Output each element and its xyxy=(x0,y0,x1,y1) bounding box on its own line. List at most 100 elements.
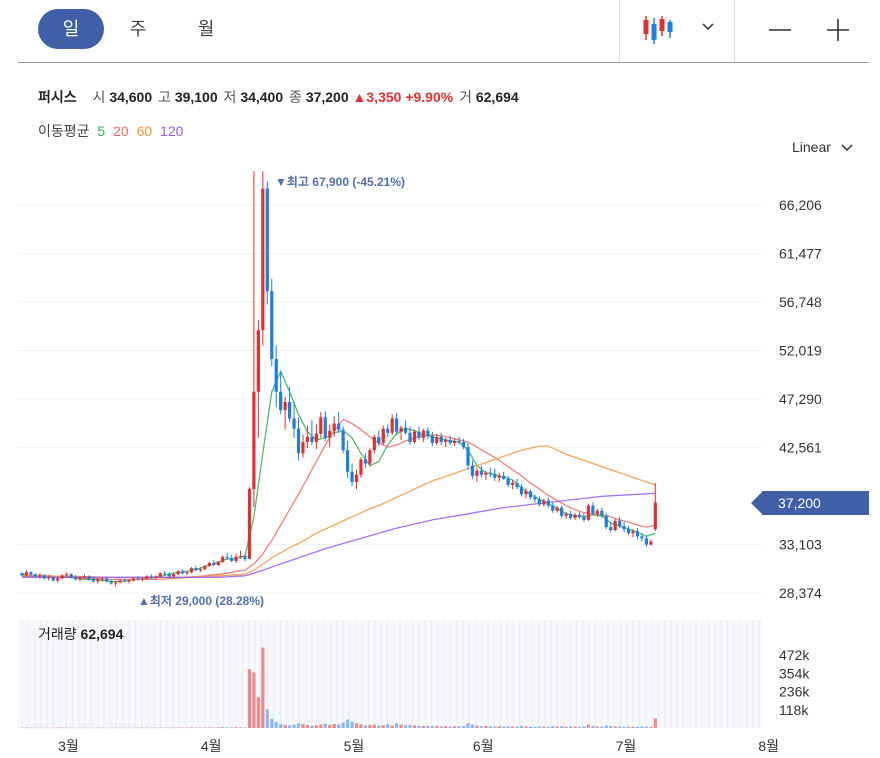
candle-body xyxy=(564,513,568,516)
candle-body xyxy=(390,418,394,433)
volume-bar xyxy=(417,725,421,728)
volume-bar xyxy=(270,718,274,728)
candle-body xyxy=(203,566,207,570)
x-axis-month-label: 8월 xyxy=(758,738,779,754)
volume-bar xyxy=(528,726,533,728)
candle-body xyxy=(341,429,345,451)
tab-weekly[interactable]: 주 xyxy=(129,19,147,39)
candle-body xyxy=(430,435,434,443)
zoom-out-minus-icon[interactable] xyxy=(762,12,798,48)
candle-body xyxy=(506,478,510,486)
candle-body xyxy=(60,575,64,579)
current-price-tag: 37,200 xyxy=(751,491,869,515)
volume-bar xyxy=(466,723,470,728)
volume-bar xyxy=(24,727,29,729)
candle-body xyxy=(65,574,69,576)
chart-toolbar: 일 주 월 xyxy=(18,0,869,63)
candle-body xyxy=(359,459,363,475)
volume-tick-label: 118k xyxy=(779,702,809,718)
candle-body xyxy=(555,507,559,511)
candle-body xyxy=(395,418,399,432)
candle-body xyxy=(542,500,546,505)
candle-body xyxy=(604,515,608,528)
volume-bar xyxy=(430,726,434,728)
candle-body xyxy=(243,555,247,559)
volume-bar xyxy=(261,647,265,728)
zoom-in-plus-icon[interactable] xyxy=(820,12,856,48)
volume-bar xyxy=(591,725,595,728)
volume-bar xyxy=(408,724,412,728)
candle-body xyxy=(537,499,541,505)
candle-body xyxy=(230,557,234,561)
candle-body xyxy=(87,576,91,580)
candle-body xyxy=(310,436,314,442)
candle-body xyxy=(528,491,533,498)
candle-body xyxy=(613,520,617,531)
x-axis-month-label: 6월 xyxy=(473,738,494,754)
volume-bar xyxy=(296,723,301,728)
volume-bar xyxy=(265,709,269,728)
candle-body xyxy=(20,573,24,576)
candle-body xyxy=(475,470,479,476)
candle-body xyxy=(314,433,318,442)
candle-body xyxy=(644,538,648,545)
volume-bar xyxy=(212,727,216,728)
volume-bar xyxy=(568,726,573,728)
candle-body xyxy=(149,576,153,578)
volume-bar xyxy=(230,727,234,728)
candle-body xyxy=(270,291,274,359)
tab-monthly[interactable]: 월 xyxy=(197,19,215,39)
scale-chevron-down-icon xyxy=(841,144,853,152)
volume-bar xyxy=(149,727,153,729)
volume-bar xyxy=(105,727,109,729)
candle-body xyxy=(56,578,60,581)
candle-body xyxy=(136,578,140,580)
candle-body xyxy=(399,427,403,432)
volume-bar xyxy=(198,727,202,729)
volume-bar xyxy=(301,724,305,728)
candle-body xyxy=(172,574,176,577)
candle-body xyxy=(461,441,466,448)
volume-bar xyxy=(176,727,180,729)
volume-bar xyxy=(78,727,82,729)
volume-bar xyxy=(51,727,55,729)
chart-type-chevron-down-icon[interactable] xyxy=(702,18,714,34)
scale-selector[interactable]: Linear xyxy=(792,139,853,155)
candle-body xyxy=(511,482,515,486)
candle-body xyxy=(131,578,136,581)
candlestick-chart-icon[interactable] xyxy=(640,14,680,46)
volume-bar xyxy=(484,725,488,728)
volume-bar xyxy=(631,726,635,728)
change-percent: +9.90% xyxy=(405,89,454,105)
volume-bar xyxy=(252,672,256,728)
candle-body xyxy=(265,188,269,292)
volume-bar xyxy=(225,727,229,728)
candle-body xyxy=(653,502,657,530)
volume-bar xyxy=(515,726,519,728)
candle-body xyxy=(377,436,381,443)
candle-body xyxy=(42,575,46,579)
open-value: 34,600 xyxy=(109,89,153,105)
volume-bar xyxy=(131,727,136,729)
change-value: ▲3,350 xyxy=(352,89,402,105)
volume-bar xyxy=(310,725,314,728)
volume-bar xyxy=(127,727,131,729)
volume-bar xyxy=(649,726,653,728)
volume-bar xyxy=(221,727,225,728)
ma-20: 20 xyxy=(113,123,129,139)
volume-bar xyxy=(323,723,327,728)
candle-body xyxy=(78,577,82,580)
moving-average-legend[interactable]: 이동평균 5 20 60 120 xyxy=(38,121,187,141)
candle-body xyxy=(546,500,550,506)
volume-bar xyxy=(372,724,376,728)
tab-daily[interactable]: 일 xyxy=(38,9,104,49)
volume-bar xyxy=(172,727,176,729)
candle-body xyxy=(158,573,162,577)
candle-body xyxy=(154,576,158,578)
candle-body xyxy=(100,578,104,580)
stock-name: 퍼시스 xyxy=(38,89,77,105)
candle-body xyxy=(91,579,95,582)
volume-bar xyxy=(279,724,283,728)
candle-body xyxy=(122,580,127,582)
